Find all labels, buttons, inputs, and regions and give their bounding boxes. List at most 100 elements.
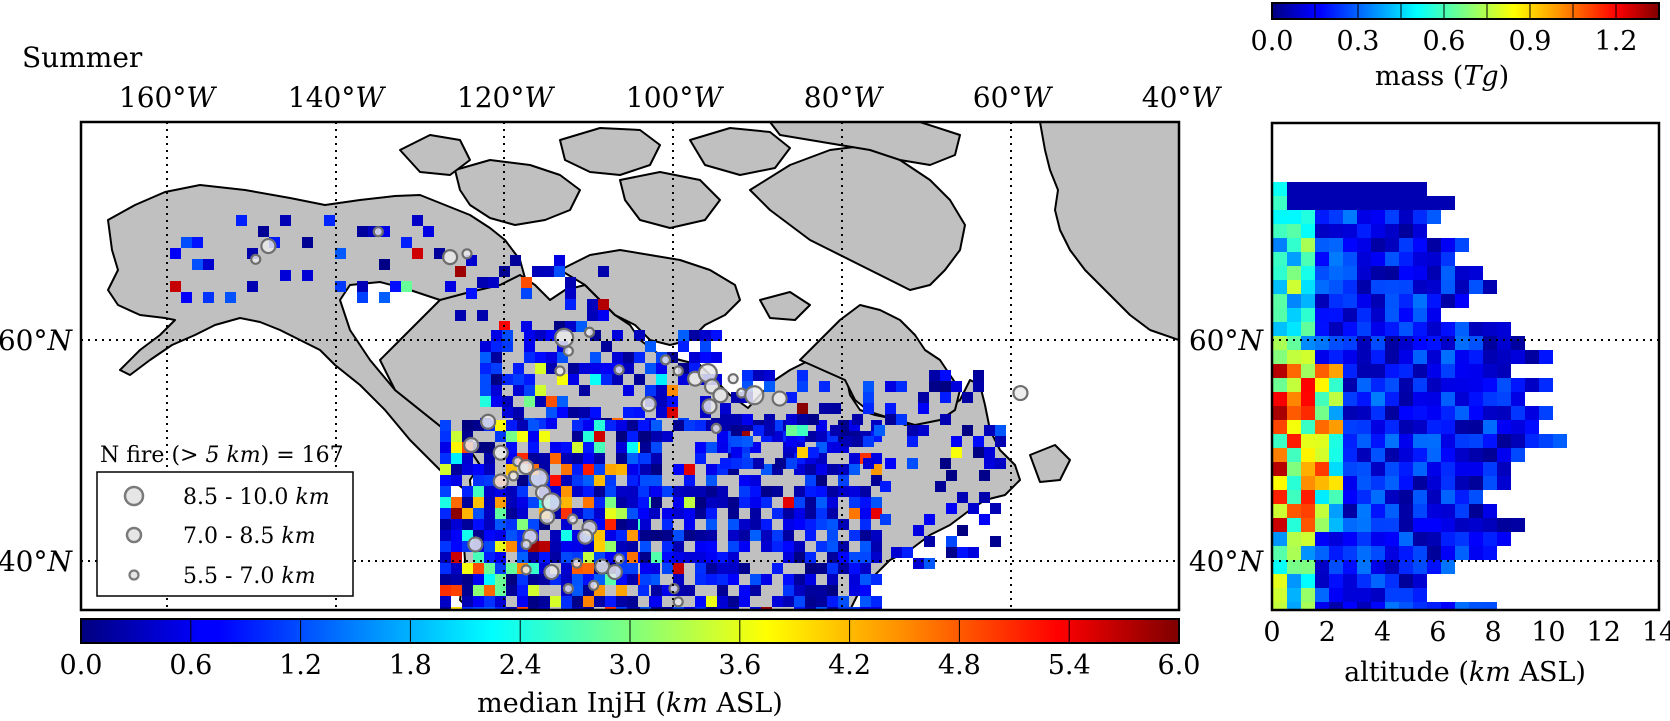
- mass-cell: [1441, 252, 1455, 266]
- injh-cell: [590, 363, 601, 374]
- injh-cell: [871, 453, 882, 464]
- mass-cell: [1441, 476, 1455, 490]
- mass-cell: [1357, 602, 1371, 610]
- injh-cell: [684, 497, 695, 508]
- mass-cell: [1329, 476, 1343, 490]
- injh-cell: [480, 374, 491, 385]
- mass-cell: [1469, 420, 1483, 434]
- fire-markers: [250, 226, 1029, 608]
- mass-cell: [1385, 504, 1399, 518]
- mass-cell: [1427, 504, 1441, 518]
- injh-cell: [521, 277, 532, 288]
- mass-cell: [1511, 434, 1525, 448]
- mass-cell: [1343, 308, 1357, 322]
- injh-cell: [871, 541, 882, 552]
- mass-cell: [1357, 294, 1371, 308]
- injh-cell: [849, 464, 860, 475]
- fire-marker: [701, 398, 718, 415]
- mass-cell: [1329, 280, 1343, 294]
- injh-cell: [423, 226, 434, 237]
- injh-cell: [451, 552, 462, 563]
- injh-cell: [783, 530, 794, 541]
- injh-cell: [880, 481, 891, 492]
- mass-cell: [1315, 504, 1329, 518]
- injh-cell: [495, 497, 506, 508]
- mass-cell: [1441, 532, 1455, 546]
- mass-cell: [1385, 602, 1399, 610]
- fire-marker: [1012, 384, 1029, 402]
- injh-cell: [973, 370, 984, 381]
- injh-cell: [445, 281, 456, 292]
- mass-cell: [1483, 392, 1497, 406]
- injh-cell: [838, 442, 849, 453]
- injh-cell: [684, 607, 695, 610]
- mass-cell: [1525, 350, 1539, 364]
- injh-cell: [583, 541, 594, 552]
- injh-cell: [827, 431, 838, 442]
- mass-cell: [1329, 308, 1343, 322]
- mass-cell: [1371, 308, 1385, 322]
- injh-cell: [838, 420, 849, 431]
- mass-cell: [1287, 504, 1301, 518]
- injh-cell: [968, 547, 979, 558]
- mass-cell: [1329, 490, 1343, 504]
- injh-cell: [528, 607, 539, 610]
- mass-cell: [1483, 434, 1497, 448]
- mass-cell: [1329, 210, 1343, 224]
- mass-cell: [1273, 518, 1287, 532]
- injh-cell: [816, 508, 827, 519]
- mass-cell: [1427, 364, 1441, 378]
- injh-cell: [827, 464, 838, 475]
- injh-cell: [484, 497, 495, 508]
- mass-cell: [1329, 266, 1343, 280]
- injh-cell: [684, 519, 695, 530]
- injh-cell: [539, 607, 550, 610]
- injh-cell: [462, 453, 473, 464]
- mass-cell: [1399, 546, 1413, 560]
- injh-cell: [786, 436, 797, 447]
- injh-cell: [513, 363, 524, 374]
- injh-cell: [587, 299, 598, 310]
- injh-cell: [717, 486, 728, 497]
- mass-cell: [1287, 350, 1301, 364]
- injh-cell: [750, 497, 761, 508]
- injh-cell: [860, 585, 871, 596]
- injh-cell: [667, 385, 678, 396]
- injh-cell: [506, 585, 517, 596]
- mass-cell: [1413, 476, 1427, 490]
- injh-cell: [473, 508, 484, 519]
- mass-cell: [1497, 518, 1511, 532]
- mass-cell: [1371, 252, 1385, 266]
- injh-cell: [550, 453, 561, 464]
- mass-cell: [1371, 560, 1385, 574]
- mass-cell: [1399, 266, 1413, 280]
- injh-cell: [673, 530, 684, 541]
- injh-cell: [462, 497, 473, 508]
- mass-cell: [1469, 546, 1483, 560]
- injh-cell: [561, 607, 572, 610]
- injh-cell: [885, 414, 896, 425]
- profile-x-tick: 10: [1531, 617, 1565, 648]
- injh-cell: [849, 552, 860, 563]
- mass-cell: [1441, 490, 1455, 504]
- mass-cell: [1427, 196, 1441, 210]
- injh-cell: [440, 552, 451, 563]
- mass-cell: [1385, 560, 1399, 574]
- injh-cell: [477, 310, 488, 321]
- injh-cell: [634, 330, 645, 341]
- profile-area: [1272, 182, 1659, 610]
- mass-cell: [1371, 490, 1385, 504]
- injh-cell: [761, 574, 772, 585]
- injh-cell: [984, 458, 995, 469]
- mass-cell: [1315, 434, 1329, 448]
- injh-cell: [495, 574, 506, 585]
- mass-cell: [1455, 280, 1469, 294]
- injh-cell: [554, 266, 565, 277]
- injh-cell: [907, 425, 918, 436]
- injh-cell: [583, 497, 594, 508]
- mass-cell: [1441, 196, 1455, 210]
- mass-cell: [1511, 392, 1525, 406]
- injh-cell: [885, 458, 896, 469]
- mass-cell: [1455, 462, 1469, 476]
